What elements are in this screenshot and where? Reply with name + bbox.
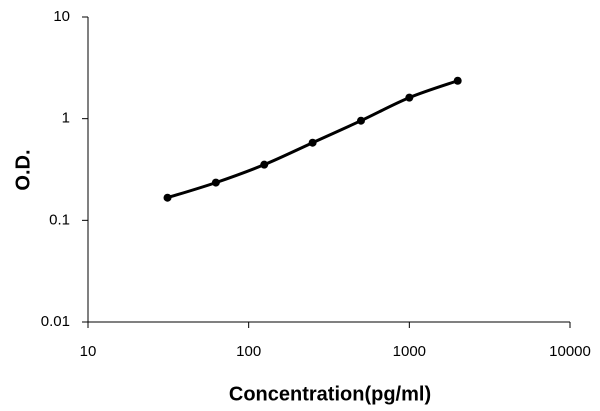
y-tick-label: 0.01 <box>41 313 70 330</box>
y-tick-label: 0.1 <box>49 211 70 228</box>
data-point <box>211 178 220 187</box>
y-tick-label: 10 <box>53 8 70 25</box>
data-point <box>356 116 365 125</box>
x-tick-label: 10000 <box>549 343 591 360</box>
data-point <box>163 193 172 202</box>
data-point <box>405 93 414 102</box>
y-axis-title: O.D. <box>12 149 34 190</box>
x-axis-title: Concentration(pg/ml) <box>229 383 431 405</box>
y-tick-label: 1 <box>62 110 70 127</box>
data-point <box>308 138 317 147</box>
x-tick-label: 10 <box>80 343 97 360</box>
data-point <box>260 160 269 169</box>
x-tick-label: 100 <box>236 343 261 360</box>
data-point <box>453 76 462 85</box>
x-tick-label: 1000 <box>393 343 426 360</box>
